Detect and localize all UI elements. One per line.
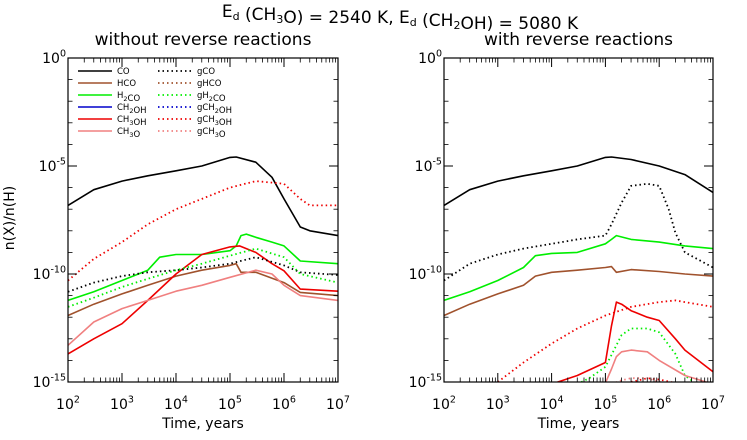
series-group-1: [444, 156, 713, 382]
x-tick-label: 102: [56, 395, 80, 413]
y-axis-label: n(X)/n(H): [2, 186, 18, 250]
x-axis-label-0: Time, years: [161, 416, 244, 432]
y-tick-label: 100: [42, 49, 66, 67]
legend-label-ch3o: CH3O: [117, 127, 140, 140]
legend-label-gch3o: gCH3O: [197, 127, 226, 140]
series-line-gco: [444, 182, 713, 282]
y-tick-label: 100: [418, 49, 442, 67]
legend-label-gco: gCO: [197, 67, 215, 77]
x-tick-label: 107: [326, 395, 350, 413]
panel-left: without reverse reactions 102 103 104 105 106…: [33, 30, 350, 432]
series-line-ch3o: [604, 349, 709, 382]
series-line-hco: [444, 265, 713, 317]
y-tick-label: 10-10: [33, 265, 66, 283]
series-line-gch3o: [614, 377, 667, 382]
legend-label-gch3oh: gCH3OH: [197, 115, 232, 128]
legend-label-h2co: H2CO: [117, 91, 140, 104]
x-axis-label-1: Time, years: [537, 416, 620, 432]
x-tick-label: 103: [486, 395, 510, 413]
series-line-hco: [68, 262, 338, 317]
series-line-gh2co: [579, 327, 696, 382]
panel-title-1: with reverse reactions: [484, 30, 673, 50]
series-group-0: [68, 156, 338, 355]
x-tick-label: 103: [110, 395, 134, 413]
x-tick-label: 104: [540, 395, 564, 413]
x-tick-label: 104: [164, 395, 188, 413]
series-line-ch3oh-tail: [630, 377, 676, 382]
y-tick-label: 10-10: [409, 265, 442, 283]
legend-label-gh2co: gH2CO: [197, 91, 226, 104]
y-tick-label: 10-5: [415, 157, 442, 175]
plot-frame-0: [67, 57, 339, 383]
series-line-gch3oh: [68, 180, 338, 282]
figure-title: Ed (CH3O) = 2540 K, Ed (CH2OH) = 5080 K: [222, 2, 579, 34]
x-tick-label: 106: [272, 395, 296, 413]
series-line-ch3o: [68, 269, 338, 346]
y-tick-label: 10-5: [39, 157, 66, 175]
series-line-co: [68, 156, 338, 237]
x-tick-label: 105: [593, 395, 617, 413]
y-tick-label: 10-15: [409, 373, 442, 391]
legend-label-gch2oh: gCH2OH: [197, 103, 232, 116]
x-tick-label: 102: [432, 395, 456, 413]
x-tick-label: 107: [701, 395, 725, 413]
panel-right: with reverse reactions 102 103 104 105 106 107…: [409, 30, 725, 432]
x-tick-label: 106: [647, 395, 671, 413]
series-line-gch3oh: [497, 299, 713, 382]
series-line-gh2co: [68, 247, 338, 308]
series-line-co: [444, 156, 713, 207]
legend-label-co: CO: [117, 67, 130, 77]
plot-frame-1: [443, 57, 714, 383]
legend-label-ghco: gHCO: [197, 79, 222, 89]
panel-title-0: without reverse reactions: [95, 30, 312, 50]
series-line-h2co: [68, 233, 338, 302]
series-line-h2co: [444, 234, 713, 302]
series-line-ch3oh: [555, 301, 713, 382]
legend-label-hco: HCO: [117, 79, 136, 89]
series-line-ch3oh: [68, 245, 338, 355]
y-tick-label: 10-15: [33, 373, 66, 391]
x-tick-label: 105: [218, 395, 242, 413]
legend-label-ch2oh: CH2OH: [117, 103, 147, 116]
legend-label-ch3oh: CH3OH: [117, 115, 147, 128]
